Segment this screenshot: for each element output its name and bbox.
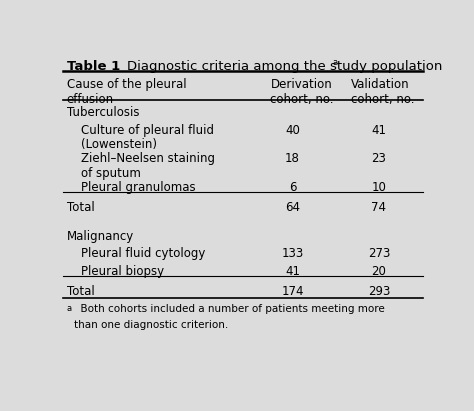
Text: Both cohorts included a number of patients meeting more: Both cohorts included a number of patien… <box>74 304 385 314</box>
Text: Derivation
cohort, no.: Derivation cohort, no. <box>271 78 334 106</box>
Text: (Lowenstein): (Lowenstein) <box>82 138 157 151</box>
Text: 41: 41 <box>285 265 300 278</box>
Text: 273: 273 <box>368 247 390 261</box>
Text: 40: 40 <box>285 124 300 137</box>
Text: Validation
cohort, no.: Validation cohort, no. <box>351 78 415 106</box>
Text: Total: Total <box>66 285 94 298</box>
Text: 64: 64 <box>285 201 300 214</box>
Text: Cause of the pleural
effusion: Cause of the pleural effusion <box>66 78 186 106</box>
Text: 74: 74 <box>371 201 386 214</box>
Text: 10: 10 <box>372 181 386 194</box>
Text: than one diagnostic criterion.: than one diagnostic criterion. <box>74 320 228 330</box>
Text: 6: 6 <box>289 181 296 194</box>
Text: Total: Total <box>66 201 94 214</box>
Text: a: a <box>66 304 72 313</box>
Text: Pleural biopsy: Pleural biopsy <box>82 265 164 278</box>
Text: Ziehl–Neelsen staining: Ziehl–Neelsen staining <box>82 152 215 165</box>
Text: Diagnostic criteria among the study population: Diagnostic criteria among the study popu… <box>127 60 443 74</box>
Text: a: a <box>332 58 337 67</box>
Text: 41: 41 <box>371 124 386 137</box>
Text: 293: 293 <box>368 285 390 298</box>
Text: 18: 18 <box>285 152 300 165</box>
Text: 20: 20 <box>372 265 386 278</box>
Text: Malignancy: Malignancy <box>66 230 134 243</box>
Text: Table 1: Table 1 <box>66 60 120 74</box>
Text: 174: 174 <box>281 285 304 298</box>
Text: Pleural fluid cytology: Pleural fluid cytology <box>82 247 206 261</box>
Text: 133: 133 <box>282 247 304 261</box>
Text: Culture of pleural fluid: Culture of pleural fluid <box>82 124 214 137</box>
Text: Pleural granulomas: Pleural granulomas <box>82 181 196 194</box>
Text: Tuberculosis: Tuberculosis <box>66 106 139 119</box>
Text: of sputum: of sputum <box>82 167 141 180</box>
Text: 23: 23 <box>372 152 386 165</box>
